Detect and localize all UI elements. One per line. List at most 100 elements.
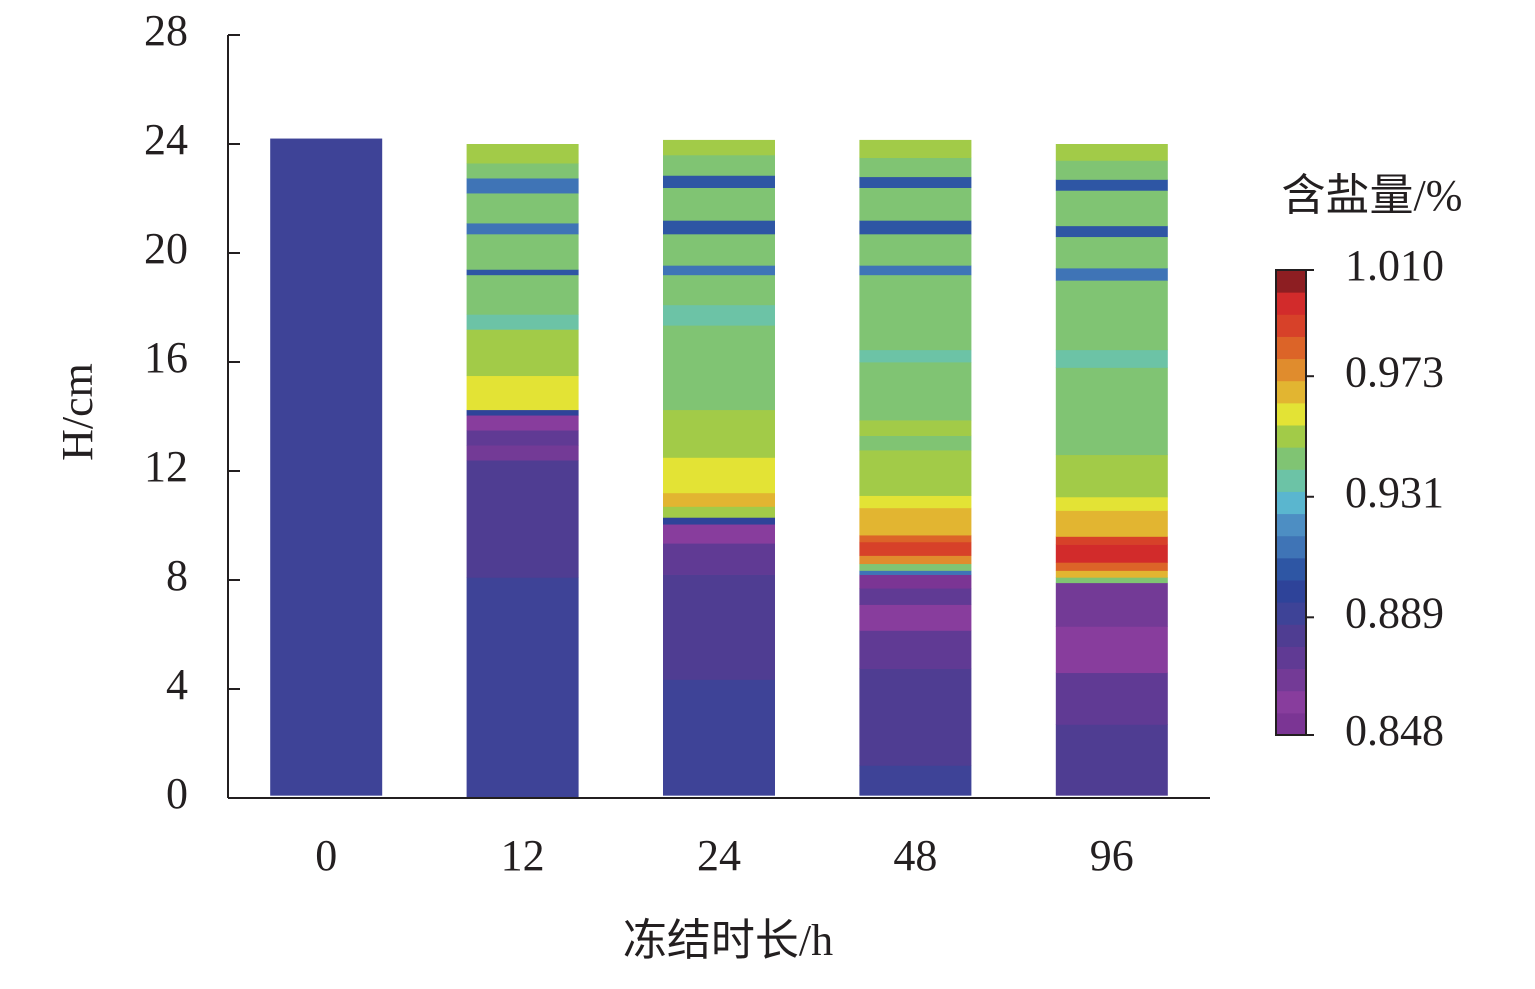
y-axis-label: H/cm (53, 363, 102, 461)
layer (1055, 582, 1168, 627)
layer (1055, 562, 1168, 571)
layer (1055, 267, 1168, 281)
layer (663, 492, 775, 507)
colorbar-swatch (1276, 557, 1306, 581)
layer (663, 304, 775, 326)
layer (466, 314, 579, 330)
x-tick-label: 0 (315, 831, 337, 880)
layer (859, 588, 972, 605)
colorbar-swatch (1276, 469, 1306, 492)
layer (663, 274, 775, 306)
colorbar-swatch (1276, 402, 1306, 426)
layer (1055, 190, 1168, 227)
layer (663, 457, 775, 494)
colorbar-swatch (1276, 513, 1306, 537)
colorbar-title: 含盐量/% (1282, 171, 1463, 220)
x-tick-label: 96 (1090, 831, 1134, 880)
colorbar-swatch (1276, 314, 1306, 337)
layer (859, 435, 972, 451)
layer (466, 269, 579, 276)
layer (466, 223, 579, 235)
layer (466, 409, 579, 416)
layer (1055, 280, 1168, 351)
layer (859, 507, 972, 536)
layer (859, 362, 972, 421)
colorbar-tick-label: 0.848 (1345, 706, 1444, 755)
layer (663, 325, 775, 411)
y-tick-label: 28 (144, 6, 188, 55)
y-tick-label: 16 (144, 333, 188, 382)
layer (859, 495, 972, 509)
colorbar-swatch (1276, 712, 1306, 736)
layer (1055, 349, 1168, 368)
layer (859, 274, 972, 351)
layer (1055, 626, 1168, 674)
layer (1055, 144, 1168, 161)
layer (663, 175, 775, 188)
colorbar-swatch (1276, 646, 1306, 670)
layer (1055, 454, 1168, 498)
layer (859, 139, 972, 159)
layer (466, 274, 579, 315)
layer (663, 506, 775, 518)
layer (859, 765, 972, 796)
colorbar-swatch (1276, 602, 1306, 625)
layer (466, 460, 579, 578)
layer (859, 604, 972, 631)
y-tick-label: 4 (166, 660, 188, 709)
layer (1055, 570, 1168, 578)
layer (859, 555, 972, 565)
layer (663, 543, 775, 575)
layer (859, 668, 972, 766)
layer (466, 430, 579, 446)
layer (1055, 160, 1168, 180)
y-tick-label: 0 (166, 769, 188, 818)
layer (859, 570, 972, 575)
layer (859, 265, 972, 276)
layer (859, 157, 972, 178)
layer (466, 163, 579, 179)
layer (1055, 724, 1168, 796)
x-tick-label: 48 (893, 831, 937, 880)
layer (859, 220, 972, 235)
y-tick-label: 20 (144, 224, 188, 273)
layer (663, 265, 775, 276)
layer (859, 563, 972, 571)
layer (663, 139, 775, 156)
layer (1055, 236, 1168, 269)
layer (859, 535, 972, 543)
colorbar-swatch (1276, 292, 1306, 315)
layer (663, 233, 775, 266)
layer (859, 176, 972, 188)
layer (663, 517, 775, 525)
layer (1055, 496, 1168, 511)
layer (466, 178, 579, 194)
layer (859, 349, 972, 363)
layer (1055, 536, 1168, 545)
colorbar-swatch (1276, 270, 1306, 293)
layer (1055, 225, 1168, 238)
layer (663, 524, 775, 544)
x-tick-label: 24 (697, 831, 741, 880)
layer (466, 375, 579, 411)
layer (1055, 577, 1168, 584)
layer (663, 220, 775, 235)
layer (1055, 510, 1168, 537)
colorbar-tick-label: 0.973 (1345, 347, 1444, 396)
colorbar-swatch (1276, 624, 1306, 647)
layer (859, 450, 972, 496)
colorbar-swatch (1276, 580, 1306, 603)
y-tick-label: 8 (166, 551, 188, 600)
layer (663, 154, 775, 176)
layer (466, 144, 579, 164)
layer (859, 233, 972, 266)
x-axis-label: 冻结时长/h (623, 916, 833, 965)
layer (466, 577, 579, 798)
layer (663, 679, 775, 796)
colorbar-tick-label: 0.931 (1345, 468, 1444, 517)
layer (1055, 672, 1168, 725)
colorbar-tick-label: 1.010 (1345, 241, 1444, 290)
layer (859, 187, 972, 221)
colorbar-swatch (1276, 535, 1306, 559)
layer (466, 415, 579, 431)
